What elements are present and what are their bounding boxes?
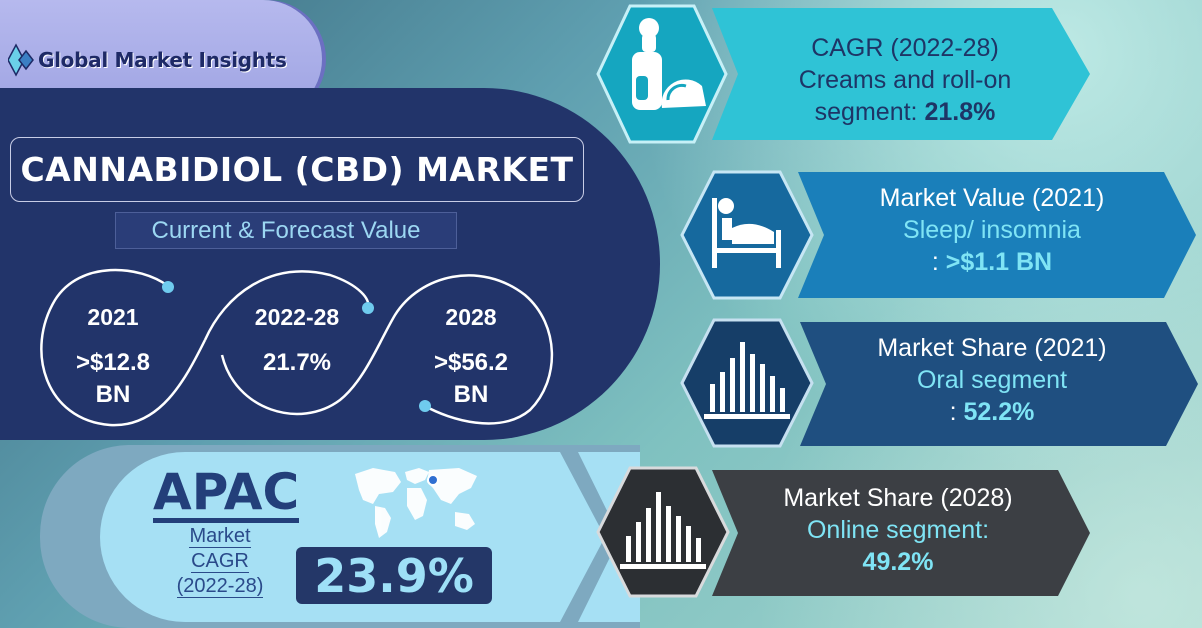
apac-label-line: Market bbox=[189, 525, 251, 548]
arc-dot-2 bbox=[362, 302, 374, 314]
card-2-shape bbox=[798, 172, 1196, 298]
arc-dot-3 bbox=[419, 400, 431, 412]
apac-cagr-value: 23.9% bbox=[314, 548, 474, 603]
card-1-heading: CAGR (2022-28) bbox=[811, 34, 999, 62]
logo-text: Global Market Insights bbox=[38, 48, 287, 72]
arc-2 bbox=[203, 270, 370, 341]
stat-value-unit: BN bbox=[95, 381, 131, 408]
stat-2022-28: 2022-28 21.7% bbox=[212, 304, 382, 379]
apac-title: APAC bbox=[153, 463, 300, 523]
arc-3 bbox=[220, 274, 554, 425]
stat-value-unit: BN bbox=[453, 381, 489, 408]
page-subtitle: Current & Forecast Value bbox=[151, 216, 421, 244]
card-4-shape bbox=[712, 470, 1090, 596]
stat-value: >$12.8 bbox=[75, 349, 151, 376]
bar-chart-icon bbox=[680, 318, 814, 448]
map-pin-apac bbox=[427, 474, 439, 486]
card-1-text: CAGR (2022-28) Creams and roll-on segmen… bbox=[760, 32, 1050, 128]
card-2-line2: : >$1.1 BN bbox=[931, 248, 1053, 276]
card-1-line2: segment: 21.8% bbox=[814, 98, 996, 126]
apac-chevron bbox=[520, 452, 610, 622]
world-map-icon bbox=[355, 468, 477, 538]
card-4-line1: Online segment: bbox=[806, 516, 990, 544]
stat-year: 2022-28 bbox=[254, 304, 340, 330]
card-3-shape bbox=[800, 322, 1198, 446]
stat-value: >$56.2 bbox=[433, 349, 509, 376]
card-1-shape bbox=[712, 8, 1090, 140]
apac-label-line: (2022-28) bbox=[176, 575, 264, 598]
title-box: CANNABIDIOL (CBD) MARKET bbox=[10, 137, 584, 202]
arc-dot-1 bbox=[162, 281, 174, 293]
stat-year: 2028 bbox=[445, 304, 497, 330]
arc-1 bbox=[40, 268, 207, 427]
card-2-heading: Market Value (2021) bbox=[879, 184, 1105, 212]
page-title: CANNABIDIOL (CBD) MARKET bbox=[20, 150, 574, 189]
subtitle-box: Current & Forecast Value bbox=[115, 212, 457, 249]
card-3-line2: : 52.2% bbox=[949, 398, 1035, 426]
apac-label-line: CAGR bbox=[191, 550, 249, 573]
stat-year: 2021 bbox=[87, 304, 139, 330]
stat-2028: 2028 >$56.2 BN bbox=[386, 304, 556, 411]
bed-patient-icon bbox=[680, 170, 814, 300]
card-1-line1: Creams and roll-on bbox=[798, 66, 1012, 94]
card-2-text: Market Value (2021) Sleep/ insomnia : >$… bbox=[842, 182, 1142, 278]
stat-2021: 2021 >$12.8 BN bbox=[28, 304, 198, 411]
card-3-heading: Market Share (2021) bbox=[877, 334, 1107, 362]
card-2-line1: Sleep/ insomnia bbox=[903, 216, 1081, 244]
stat-value: 21.7% bbox=[262, 349, 332, 376]
apac-label-group: Market CAGR (2022-28) bbox=[165, 524, 275, 599]
card-4-text: Market Share (2028) Online segment: 49.2… bbox=[748, 482, 1048, 578]
cream-rollon-icon bbox=[596, 4, 728, 144]
card-3-line1: Oral segment bbox=[916, 366, 1068, 394]
card-4-heading: Market Share (2028) bbox=[783, 484, 1013, 512]
logo[interactable]: Global Market Insights bbox=[8, 40, 287, 80]
logo-diamond-icon bbox=[8, 43, 34, 77]
main-panel bbox=[0, 88, 660, 440]
card-3-text: Market Share (2021) Oral segment : 52.2% bbox=[842, 332, 1142, 428]
card-4-line2: 49.2% bbox=[862, 548, 934, 576]
stat-arcs bbox=[40, 268, 554, 427]
bar-chart-icon-dark bbox=[596, 466, 730, 598]
apac-value-box: 23.9% bbox=[296, 547, 492, 604]
